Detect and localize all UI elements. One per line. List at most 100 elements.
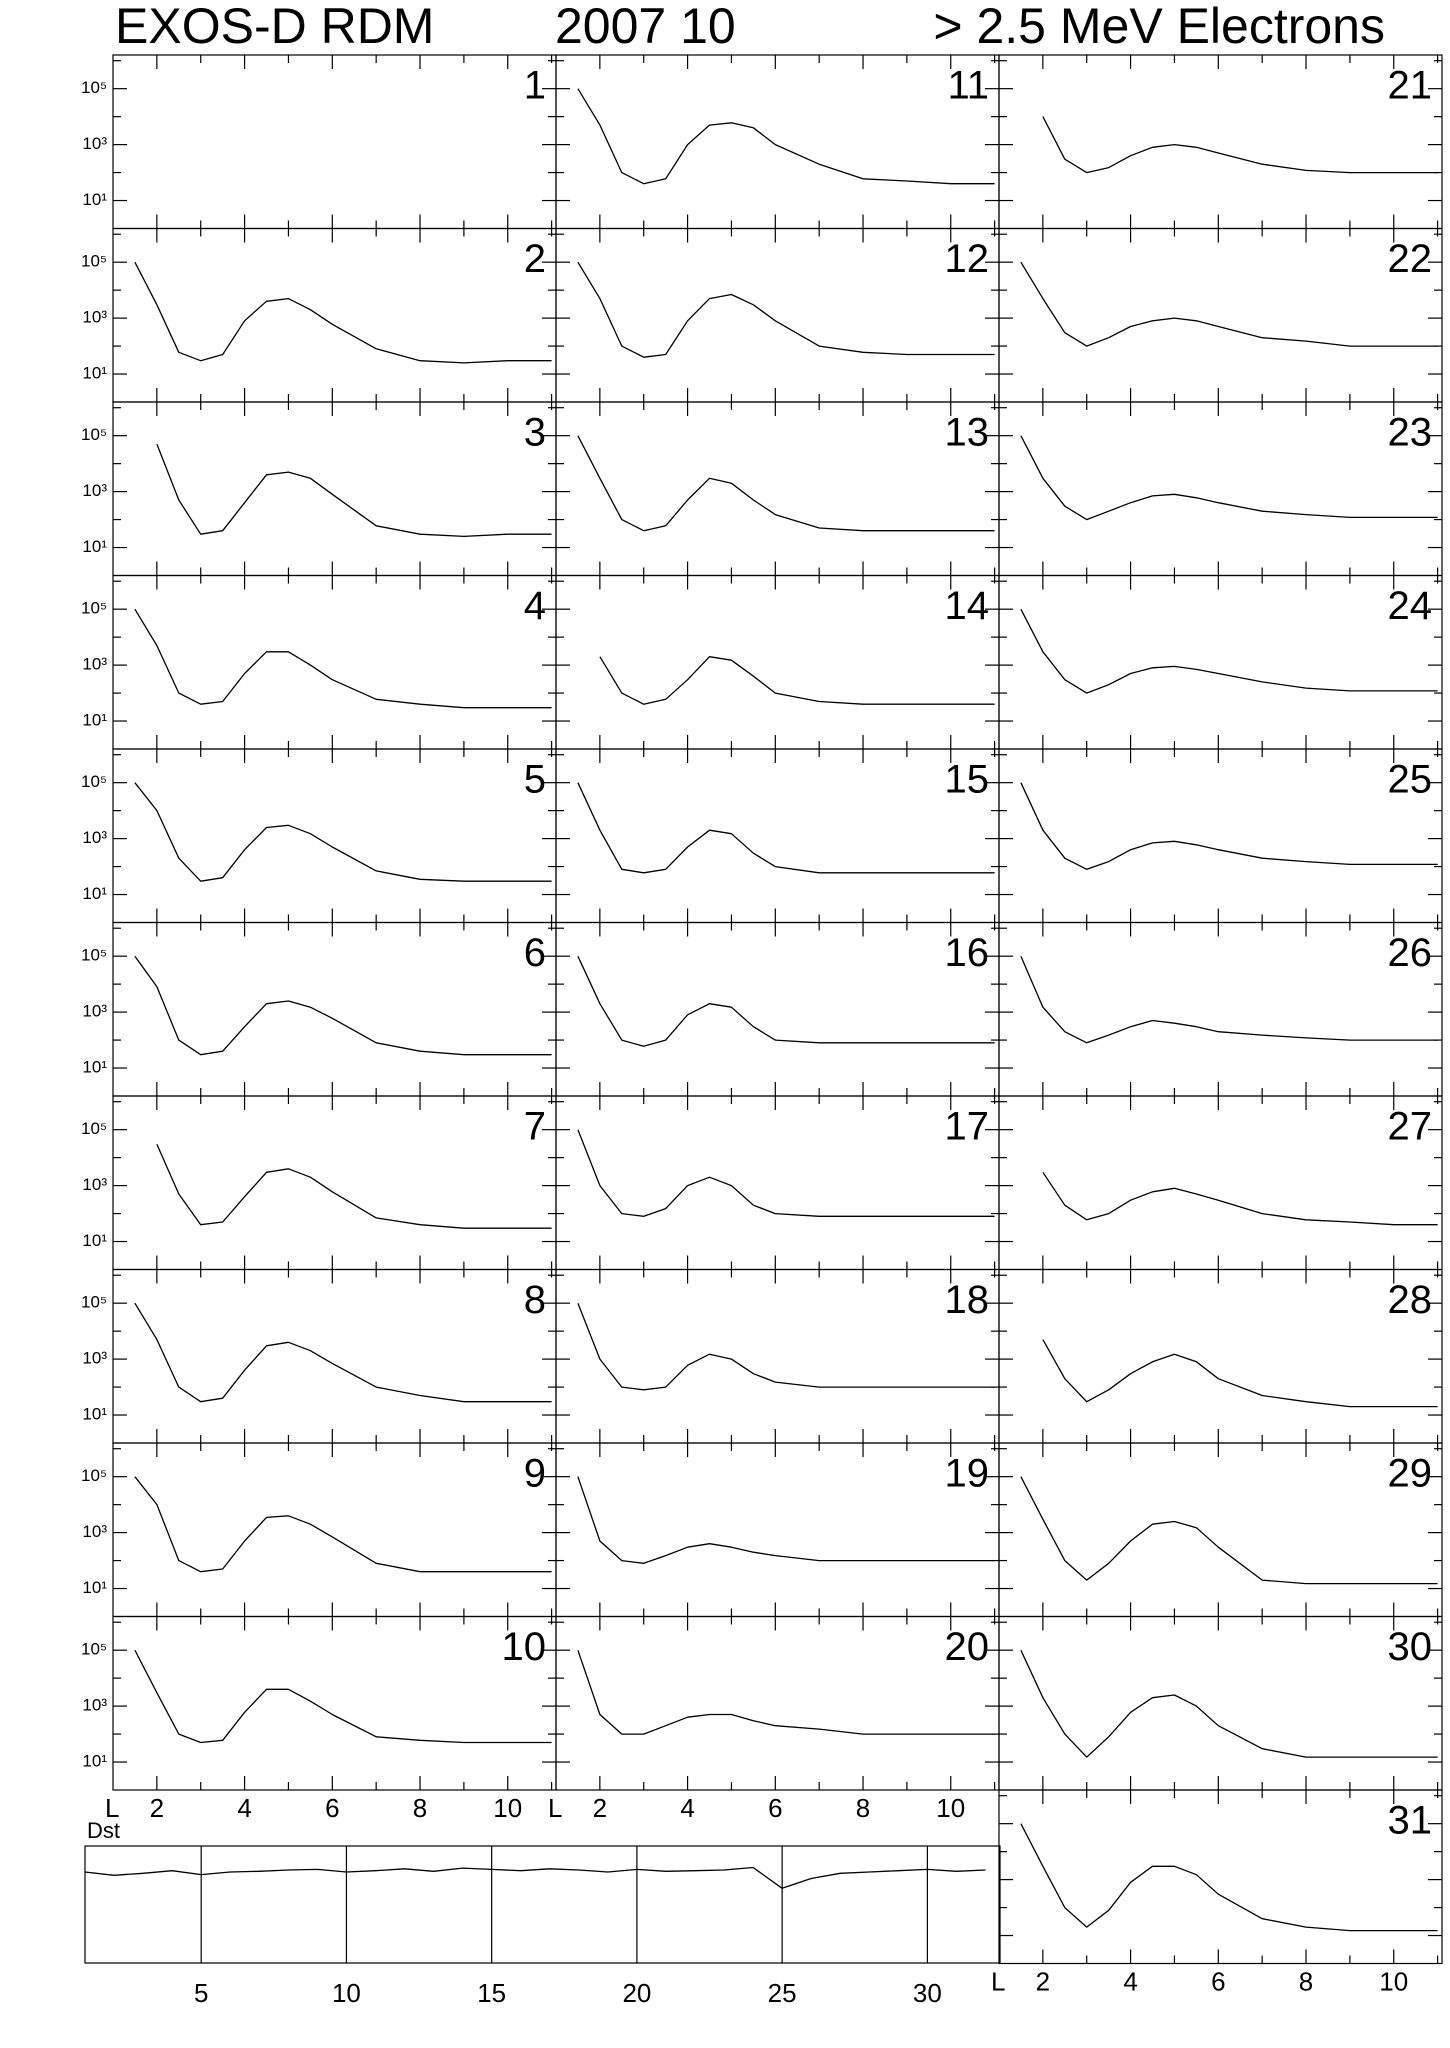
panel-frame: [112, 54, 557, 230]
flux-curve: [134, 261, 552, 364]
panel-frame: [555, 921, 1000, 1097]
panel-number: 2: [524, 237, 546, 281]
dst-curve: [84, 1866, 986, 1889]
flux-curve: [577, 435, 995, 532]
y-tick-label: 10¹: [82, 1058, 107, 1077]
y-tick-label: 10⁵: [81, 772, 107, 791]
x-tick-label: 10: [493, 1793, 522, 1823]
panel-number: 21: [1388, 64, 1433, 108]
y-tick-label: 10¹: [82, 190, 107, 209]
flux-curve: [577, 1129, 995, 1217]
panel-number: 1: [524, 64, 546, 108]
x-tick-label: 4: [680, 1793, 694, 1823]
panel-number: 3: [524, 411, 546, 455]
y-tick-label: 10¹: [82, 711, 107, 730]
flux-curve: [1020, 1823, 1438, 1932]
panel-number: 13: [945, 411, 990, 455]
panel-frame: [112, 748, 557, 924]
panel-number: 22: [1388, 237, 1433, 281]
panel-frame: [555, 1268, 1000, 1444]
x-tick-label: 10: [936, 1793, 965, 1823]
panel-frame: [998, 748, 1443, 924]
panel-frame: [112, 574, 557, 750]
panel-number: 14: [945, 584, 990, 628]
flux-curve: [1020, 1476, 1438, 1585]
flux-curve: [599, 656, 995, 705]
panel-frame: [112, 1442, 557, 1618]
panel-frame: [112, 227, 557, 403]
dst-label: Dst: [87, 1818, 120, 1843]
flux-curve: [1042, 116, 1438, 174]
panel-frame: [998, 1615, 1443, 1791]
flux-curve: [1020, 608, 1438, 694]
y-tick-label: 10¹: [82, 1231, 107, 1250]
y-tick-label: 10⁵: [81, 252, 107, 271]
panel-frame: [112, 1095, 557, 1271]
flux-curve: [156, 443, 552, 538]
x-tick-label: 8: [856, 1793, 870, 1823]
y-tick-label: 10³: [82, 655, 107, 674]
dst-x-tick-label: 5: [194, 1978, 208, 2008]
flux-curve: [134, 608, 552, 709]
panel-frame: [555, 574, 1000, 750]
panel-number: 11: [947, 64, 989, 108]
panel-frame: [998, 1095, 1443, 1271]
y-tick-label: 10¹: [82, 884, 107, 903]
x-tick-label: 8: [1299, 1966, 1313, 1996]
panel-frame: [555, 54, 1000, 230]
flux-curve: [156, 1144, 552, 1229]
x-tick-label: 6: [1211, 1966, 1225, 1996]
flux-curve: [1042, 1339, 1438, 1408]
y-tick-label: 10⁵: [81, 599, 107, 618]
x-tick-label: 6: [768, 1793, 782, 1823]
panel-number: 5: [524, 758, 546, 802]
dst-x-tick-label: 20: [622, 1978, 651, 2008]
panel-number: 31: [1388, 1799, 1433, 1843]
panel-number: 10: [502, 1625, 547, 1669]
flux-curve: [1020, 435, 1438, 521]
x-tick-label: 10: [1379, 1966, 1408, 1996]
panel-frame: [555, 748, 1000, 924]
dst-x-tick-label: 10: [332, 1978, 361, 2008]
y-tick-label: 10⁵: [81, 1640, 107, 1659]
panel-number: 19: [945, 1452, 990, 1496]
flux-curve: [1020, 955, 1438, 1044]
x-tick-label: 6: [325, 1793, 339, 1823]
panel-frame: [555, 227, 1000, 403]
y-tick-label: 10¹: [82, 537, 107, 556]
panel-frame: [112, 1268, 557, 1444]
x-tick-label: 4: [237, 1793, 251, 1823]
y-tick-label: 10¹: [82, 364, 107, 383]
panel-frame: [998, 54, 1443, 230]
x-tick-label: 4: [1123, 1966, 1137, 1996]
y-tick-label: 10¹: [82, 1752, 107, 1771]
panel-frame: [998, 574, 1443, 750]
panel-number: 28: [1388, 1278, 1433, 1322]
x-tick-label: 2: [1036, 1966, 1050, 1996]
panel-number: 12: [945, 237, 990, 281]
panel-number: 30: [1388, 1625, 1433, 1669]
panel-number: 23: [1388, 411, 1433, 455]
flux-curve: [134, 955, 552, 1056]
panel-frame: [555, 401, 1000, 577]
panel-frame: [555, 1442, 1000, 1618]
y-tick-label: 10³: [82, 134, 107, 153]
flux-curve: [577, 1302, 995, 1391]
panel-frame: [998, 1789, 1443, 1965]
panel-number: 6: [524, 931, 546, 975]
panel-frame: [112, 401, 557, 577]
x-tick-label: 2: [593, 1793, 607, 1823]
flux-curve: [577, 261, 995, 358]
panel-frame: [112, 1615, 557, 1791]
panel-number: 7: [524, 1105, 546, 1149]
panel-number: 4: [524, 584, 546, 628]
flux-curve: [1042, 1171, 1438, 1226]
y-tick-label: 10⁵: [81, 1293, 107, 1312]
panel-number: 15: [945, 758, 990, 802]
panel-frame: [998, 227, 1443, 403]
dst-x-tick-label: 25: [768, 1978, 797, 2008]
panel-frame: [998, 1442, 1443, 1618]
panel-number: 17: [945, 1105, 990, 1149]
header-left: EXOS-D RDM: [115, 0, 434, 54]
flux-curve: [577, 782, 995, 874]
